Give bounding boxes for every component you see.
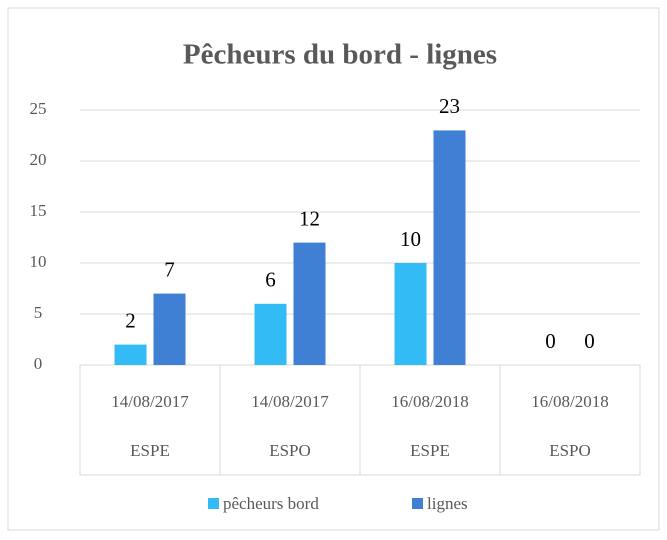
data-label: 0 xyxy=(584,329,595,353)
data-label: 10 xyxy=(400,227,421,251)
data-label: 7 xyxy=(164,257,175,281)
data-label: 2 xyxy=(125,308,136,332)
bar xyxy=(254,303,287,365)
y-tick-label: 20 xyxy=(30,150,47,169)
chart-title: Pêcheurs du bord - lignes xyxy=(183,39,497,71)
data-label: 0 xyxy=(545,329,556,353)
chart-frame xyxy=(7,7,660,531)
x-subcategory-label: ESPE xyxy=(130,441,170,460)
legend-swatch xyxy=(208,498,219,509)
y-tick-label: 25 xyxy=(30,99,47,118)
x-subcategory-label: ESPO xyxy=(269,441,311,460)
x-subcategory-label: ESPO xyxy=(549,441,591,460)
y-tick-label: 0 xyxy=(34,354,43,373)
bar xyxy=(433,130,466,365)
legend-swatch xyxy=(412,498,423,509)
y-tick-label: 10 xyxy=(30,252,47,271)
x-tick-label: 16/08/2018 xyxy=(531,392,608,411)
x-tick-label: 14/08/2017 xyxy=(111,392,189,411)
x-subcategory-label: ESPE xyxy=(410,441,450,460)
bar xyxy=(153,293,186,365)
data-label: 6 xyxy=(265,268,276,292)
data-label: 12 xyxy=(299,206,320,230)
legend-label: lignes xyxy=(427,494,468,513)
x-tick-label: 14/08/2017 xyxy=(251,392,329,411)
legend-label: pêcheurs bord xyxy=(223,494,319,513)
y-tick-label: 5 xyxy=(34,303,43,322)
data-label: 23 xyxy=(439,94,460,118)
y-tick-label: 15 xyxy=(30,201,47,220)
bar xyxy=(114,344,147,365)
bar xyxy=(394,263,427,365)
x-tick-label: 16/08/2018 xyxy=(391,392,468,411)
bar xyxy=(293,242,326,365)
